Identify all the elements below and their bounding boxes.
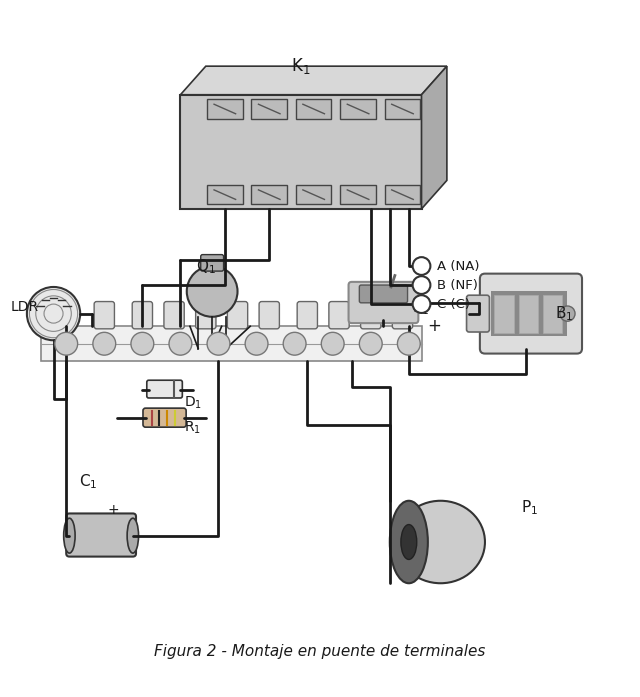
Circle shape [413, 276, 430, 294]
Ellipse shape [390, 500, 428, 583]
Text: S$_1$: S$_1$ [412, 298, 429, 316]
FancyBboxPatch shape [56, 302, 76, 329]
Text: K$_1$: K$_1$ [291, 56, 310, 76]
FancyBboxPatch shape [385, 185, 420, 204]
FancyBboxPatch shape [147, 381, 182, 398]
Polygon shape [180, 66, 447, 95]
Text: B (NF): B (NF) [437, 279, 478, 291]
FancyBboxPatch shape [180, 95, 422, 209]
Circle shape [413, 257, 430, 275]
Bar [495, 295, 513, 332]
Circle shape [169, 332, 192, 355]
Circle shape [93, 332, 116, 355]
Circle shape [27, 287, 80, 340]
FancyBboxPatch shape [359, 285, 408, 302]
Circle shape [245, 332, 268, 355]
FancyBboxPatch shape [143, 408, 186, 427]
FancyBboxPatch shape [201, 254, 223, 271]
FancyBboxPatch shape [349, 282, 419, 323]
Bar [543, 295, 562, 332]
Text: LDR: LDR [11, 300, 39, 314]
FancyBboxPatch shape [252, 185, 287, 204]
FancyBboxPatch shape [132, 302, 152, 329]
Circle shape [55, 332, 77, 355]
Ellipse shape [64, 518, 75, 553]
Text: A (NA): A (NA) [437, 259, 480, 273]
FancyBboxPatch shape [94, 302, 115, 329]
Circle shape [560, 306, 575, 321]
Circle shape [413, 296, 430, 313]
FancyBboxPatch shape [467, 296, 490, 332]
Circle shape [359, 332, 382, 355]
Text: B$_1$: B$_1$ [555, 305, 573, 323]
Text: C (C): C (C) [437, 298, 470, 311]
FancyBboxPatch shape [360, 302, 381, 329]
Text: D$_1$: D$_1$ [184, 395, 202, 411]
FancyBboxPatch shape [297, 302, 317, 329]
Text: C$_1$: C$_1$ [79, 473, 98, 491]
Bar [518, 295, 538, 332]
Circle shape [397, 332, 420, 355]
FancyBboxPatch shape [296, 99, 332, 118]
Text: Q$_1$: Q$_1$ [196, 256, 216, 275]
Polygon shape [422, 66, 447, 209]
Ellipse shape [127, 518, 138, 553]
Ellipse shape [396, 500, 485, 583]
FancyBboxPatch shape [164, 302, 184, 329]
FancyBboxPatch shape [480, 274, 582, 353]
FancyBboxPatch shape [392, 302, 413, 329]
FancyBboxPatch shape [340, 99, 376, 118]
FancyBboxPatch shape [252, 99, 287, 118]
FancyBboxPatch shape [66, 514, 136, 557]
Circle shape [131, 332, 154, 355]
FancyBboxPatch shape [207, 185, 243, 204]
Ellipse shape [401, 525, 417, 560]
FancyBboxPatch shape [329, 302, 349, 329]
FancyBboxPatch shape [196, 302, 216, 329]
Circle shape [321, 332, 344, 355]
FancyBboxPatch shape [227, 302, 248, 329]
Circle shape [187, 266, 237, 316]
Bar [492, 291, 568, 336]
Circle shape [207, 332, 230, 355]
FancyBboxPatch shape [340, 185, 376, 204]
Text: Figura 2 - Montaje en puente de terminales: Figura 2 - Montaje en puente de terminal… [154, 645, 486, 659]
Circle shape [284, 332, 306, 355]
Bar [41, 326, 422, 361]
FancyBboxPatch shape [385, 99, 420, 118]
FancyBboxPatch shape [296, 185, 332, 204]
FancyBboxPatch shape [207, 99, 243, 118]
FancyBboxPatch shape [259, 302, 280, 329]
Text: +: + [428, 317, 441, 335]
Text: +: + [108, 503, 120, 517]
Text: P$_1$: P$_1$ [521, 498, 538, 516]
Text: R$_1$: R$_1$ [184, 420, 200, 436]
